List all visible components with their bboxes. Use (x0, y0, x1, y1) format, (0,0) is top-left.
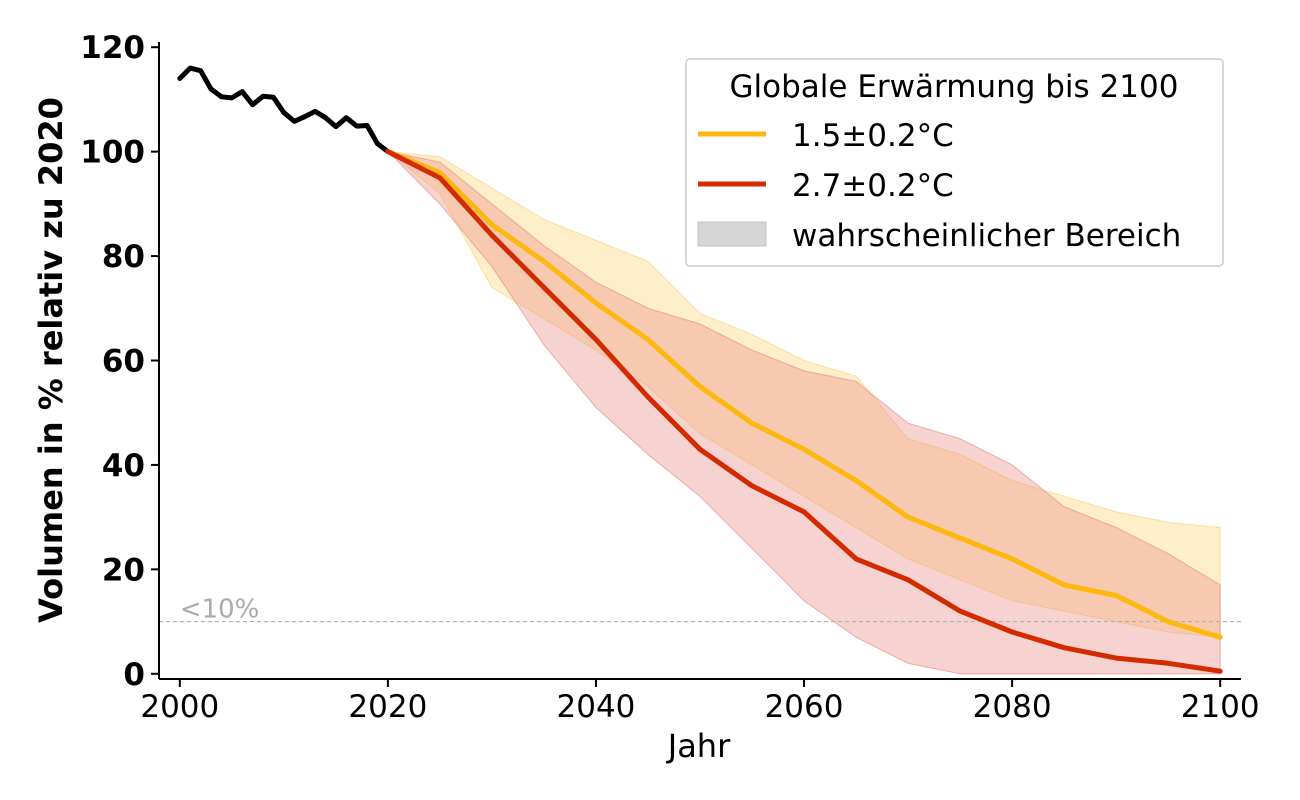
y-tick-label: 60 (102, 344, 145, 380)
x-tick-label: 2080 (973, 689, 1052, 725)
legend: Globale Erwärmung bis 2100 1.5±0.2°C 2.7… (685, 58, 1224, 267)
line-historical (177, 65, 391, 155)
x-axis-title: Jahr (666, 727, 731, 765)
band-2-7 (386, 150, 1221, 675)
y-tick-label: 80 (102, 239, 145, 275)
y-axis-title: Volumen in % relativ zu 2020 (32, 97, 70, 623)
legend-frame (685, 58, 1224, 267)
legend-entry-2-7: 2.7±0.2°C (792, 168, 954, 204)
y-ticks: 0 20 40 60 80 100 120 (80, 30, 159, 693)
x-tick-label: 2000 (140, 689, 219, 725)
x-tick-label: 2100 (1181, 689, 1260, 725)
y-tick-label: 120 (80, 30, 145, 66)
y-tick-label: 0 (123, 657, 145, 693)
band-1-5 (386, 150, 1221, 638)
x-tick-label: 2060 (765, 689, 844, 725)
uncertainty-bands (386, 150, 1221, 675)
legend-swatch-range (697, 221, 767, 247)
y-tick-label: 20 (102, 552, 145, 588)
line-2-7 (385, 149, 1223, 674)
x-tick-label: 2020 (348, 689, 427, 725)
legend-entry-range: wahrscheinlicher Bereich (792, 218, 1181, 254)
x-tick-label: 2040 (557, 689, 636, 725)
series-lines (177, 65, 1223, 674)
y-tick-label: 40 (102, 448, 145, 484)
y-tick-label: 100 (80, 135, 145, 171)
line-1-5 (385, 149, 1223, 640)
threshold-label: <10% (180, 595, 260, 625)
legend-entry-1-5: 1.5±0.2°C (792, 118, 954, 154)
x-ticks: 2000 2020 2040 2060 2080 2100 (140, 679, 1260, 725)
legend-title: Globale Erwärmung bis 2100 (730, 69, 1179, 105)
